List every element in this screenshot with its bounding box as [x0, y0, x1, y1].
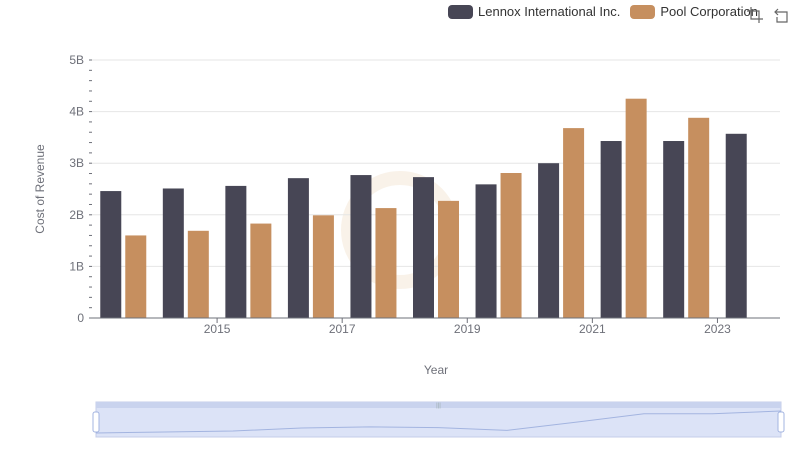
- y-tick-label: 4B: [69, 105, 84, 119]
- bar-pool-2016[interactable]: [250, 223, 272, 318]
- legend-swatch-pool: [630, 4, 656, 19]
- x-axis-label: Year: [424, 363, 448, 377]
- bar-lennox-2024[interactable]: [725, 133, 747, 318]
- bar-lennox-2019[interactable]: [413, 177, 434, 318]
- bar-pool-2023[interactable]: [688, 117, 710, 319]
- y-tick-label: 1B: [69, 259, 84, 273]
- bar-lennox-2023[interactable]: [663, 141, 685, 318]
- bar-pool-2019[interactable]: [438, 200, 459, 318]
- zoom-icon[interactable]: [746, 6, 764, 24]
- bar-lennox-2022[interactable]: [600, 141, 622, 318]
- data-zoom-slider[interactable]: |||: [92, 401, 785, 438]
- x-tick-label: 2017: [329, 322, 356, 336]
- bar-lennox-2016[interactable]: [225, 185, 247, 318]
- chart-toolbox: [746, 6, 791, 24]
- zoom-preview-line: [95, 410, 782, 434]
- x-tick-label: 2023: [704, 322, 731, 336]
- bar-lennox-2017[interactable]: [287, 178, 309, 318]
- zoom-grip-icon[interactable]: |||: [436, 403, 441, 409]
- bar-pool-2020[interactable]: [500, 173, 522, 318]
- bar-pool-2018[interactable]: [375, 208, 397, 318]
- y-axis-label: Cost of Revenue: [33, 144, 47, 234]
- bar-pool-2022[interactable]: [625, 98, 647, 318]
- x-axis: 2015 2017 2019 2021 2023: [92, 317, 780, 336]
- restore-icon[interactable]: [773, 6, 791, 24]
- bar-lennox-2020[interactable]: [475, 184, 497, 318]
- y-tick-label: 3B: [69, 156, 84, 170]
- legend-item-pool[interactable]: Pool Corporation: [630, 4, 758, 19]
- x-tick-label: 2021: [579, 322, 606, 336]
- bar-pool-2014[interactable]: [125, 235, 147, 318]
- zoom-top-bar[interactable]: [96, 402, 781, 408]
- x-tick-label: 2015: [204, 322, 231, 336]
- bars: [100, 98, 747, 319]
- y-tick-label: 0: [77, 311, 84, 325]
- legend-swatch-lennox: [448, 4, 473, 19]
- x-tick-label: 2019: [454, 322, 481, 336]
- bar-lennox-2014[interactable]: [100, 191, 122, 318]
- bar-pool-2015[interactable]: [187, 230, 209, 318]
- legend-item-lennox[interactable]: Lennox International Inc.: [448, 4, 620, 19]
- chart-legend: Lennox International Inc. Pool Corporati…: [448, 4, 758, 19]
- bar-lennox-2015[interactable]: [162, 188, 184, 318]
- y-tick-label: 2B: [69, 208, 84, 222]
- y-axis-ticks: 0 1B 2B 3B 4B 5B: [69, 53, 92, 325]
- legend-label-lennox: Lennox International Inc.: [478, 4, 621, 19]
- bar-lennox-2021[interactable]: [538, 163, 560, 318]
- legend-label-pool: Pool Corporation: [660, 4, 758, 19]
- bar-pool-2017[interactable]: [312, 215, 334, 318]
- zoom-handle-right[interactable]: [777, 411, 785, 433]
- bar-lennox-2018[interactable]: [350, 175, 372, 318]
- bar-pool-2021[interactable]: [563, 128, 585, 318]
- zoom-handle-left[interactable]: [92, 411, 100, 433]
- y-tick-label: 5B: [69, 53, 84, 67]
